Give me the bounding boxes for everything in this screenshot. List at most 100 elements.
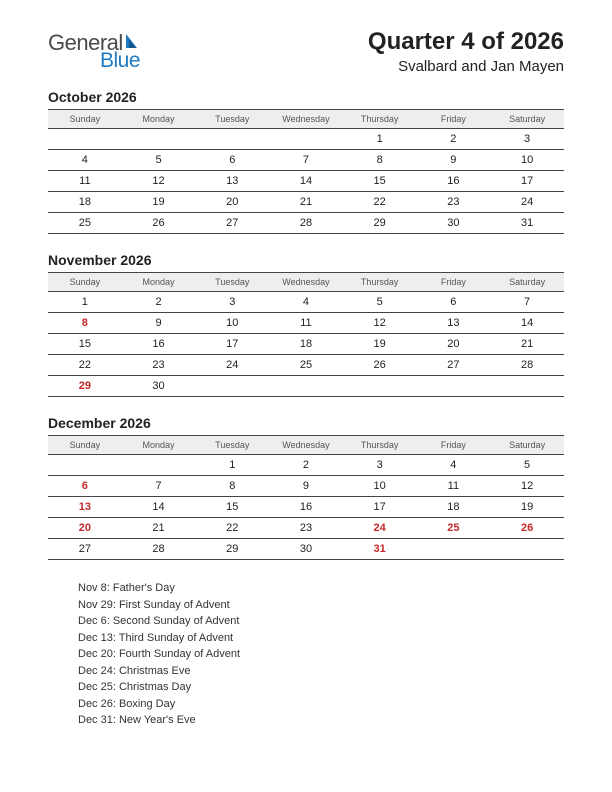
day-cell: 25 (417, 518, 491, 539)
day-cell: 29 (48, 376, 122, 397)
day-cell (195, 129, 269, 150)
holiday-entry: Dec 13: Third Sunday of Advent (78, 630, 564, 647)
holiday-entry: Dec 31: New Year's Eve (78, 712, 564, 729)
day-cell: 14 (269, 171, 343, 192)
day-cell: 9 (122, 313, 196, 334)
day-cell: 15 (48, 334, 122, 355)
day-cell (122, 455, 196, 476)
day-cell: 28 (269, 213, 343, 234)
day-cell: 5 (490, 455, 564, 476)
day-cell: 30 (417, 213, 491, 234)
day-cell: 13 (417, 313, 491, 334)
table-row: 2728293031 (48, 539, 564, 560)
day-cell: 1 (195, 455, 269, 476)
day-cell: 23 (122, 355, 196, 376)
day-cell: 21 (269, 192, 343, 213)
day-cell: 13 (195, 171, 269, 192)
day-header: Tuesday (195, 436, 269, 455)
day-cell: 27 (48, 539, 122, 560)
day-cell: 4 (417, 455, 491, 476)
day-cell (195, 376, 269, 397)
day-cell (490, 539, 564, 560)
day-cell: 11 (417, 476, 491, 497)
table-row: 891011121314 (48, 313, 564, 334)
day-cell: 25 (269, 355, 343, 376)
table-row: 1234567 (48, 292, 564, 313)
day-header: Sunday (48, 273, 122, 292)
day-cell: 31 (490, 213, 564, 234)
day-cell (417, 376, 491, 397)
day-cell: 10 (490, 150, 564, 171)
holiday-entry: Dec 6: Second Sunday of Advent (78, 613, 564, 630)
months-container: October 2026SundayMondayTuesdayWednesday… (48, 89, 564, 560)
table-row: 12345 (48, 455, 564, 476)
day-cell: 25 (48, 213, 122, 234)
day-header: Monday (122, 436, 196, 455)
day-cell: 29 (343, 213, 417, 234)
day-cell: 2 (269, 455, 343, 476)
day-cell: 28 (490, 355, 564, 376)
day-cell: 17 (195, 334, 269, 355)
day-cell: 20 (195, 192, 269, 213)
day-header: Thursday (343, 273, 417, 292)
day-cell: 8 (48, 313, 122, 334)
day-header: Friday (417, 110, 491, 129)
day-cell: 2 (122, 292, 196, 313)
day-header: Monday (122, 273, 196, 292)
day-cell: 18 (269, 334, 343, 355)
day-header: Thursday (343, 110, 417, 129)
day-cell: 26 (343, 355, 417, 376)
month-title: December 2026 (48, 415, 564, 431)
day-header: Wednesday (269, 436, 343, 455)
day-cell: 16 (417, 171, 491, 192)
holiday-entry: Nov 29: First Sunday of Advent (78, 597, 564, 614)
day-cell (343, 376, 417, 397)
day-cell: 11 (269, 313, 343, 334)
day-cell: 23 (417, 192, 491, 213)
day-cell: 8 (195, 476, 269, 497)
day-header: Sunday (48, 110, 122, 129)
day-cell: 19 (490, 497, 564, 518)
day-cell (48, 455, 122, 476)
day-cell: 26 (490, 518, 564, 539)
day-cell: 2 (417, 129, 491, 150)
table-row: 2930 (48, 376, 564, 397)
day-cell (417, 539, 491, 560)
calendar-table: SundayMondayTuesdayWednesdayThursdayFrid… (48, 435, 564, 560)
holiday-entry: Dec 24: Christmas Eve (78, 663, 564, 680)
day-cell: 29 (195, 539, 269, 560)
holiday-entry: Dec 25: Christmas Day (78, 679, 564, 696)
day-cell: 24 (490, 192, 564, 213)
day-cell: 13 (48, 497, 122, 518)
month-title: October 2026 (48, 89, 564, 105)
table-row: 13141516171819 (48, 497, 564, 518)
table-row: 22232425262728 (48, 355, 564, 376)
day-cell: 22 (48, 355, 122, 376)
calendar-table: SundayMondayTuesdayWednesdayThursdayFrid… (48, 109, 564, 234)
logo-text-2: Blue (100, 50, 143, 71)
day-cell: 30 (122, 376, 196, 397)
day-header: Sunday (48, 436, 122, 455)
day-cell: 7 (269, 150, 343, 171)
table-row: 15161718192021 (48, 334, 564, 355)
day-cell: 21 (490, 334, 564, 355)
day-cell: 4 (48, 150, 122, 171)
day-cell: 1 (48, 292, 122, 313)
day-cell: 16 (269, 497, 343, 518)
day-cell: 15 (195, 497, 269, 518)
day-cell: 26 (122, 213, 196, 234)
day-cell: 14 (122, 497, 196, 518)
day-header: Wednesday (269, 110, 343, 129)
day-cell: 7 (490, 292, 564, 313)
table-row: 11121314151617 (48, 171, 564, 192)
table-row: 18192021222324 (48, 192, 564, 213)
day-cell: 5 (343, 292, 417, 313)
day-cell (269, 376, 343, 397)
day-cell: 31 (343, 539, 417, 560)
day-cell: 24 (195, 355, 269, 376)
table-row: 123 (48, 129, 564, 150)
day-header: Saturday (490, 110, 564, 129)
day-cell: 30 (269, 539, 343, 560)
day-cell (48, 129, 122, 150)
table-row: 25262728293031 (48, 213, 564, 234)
